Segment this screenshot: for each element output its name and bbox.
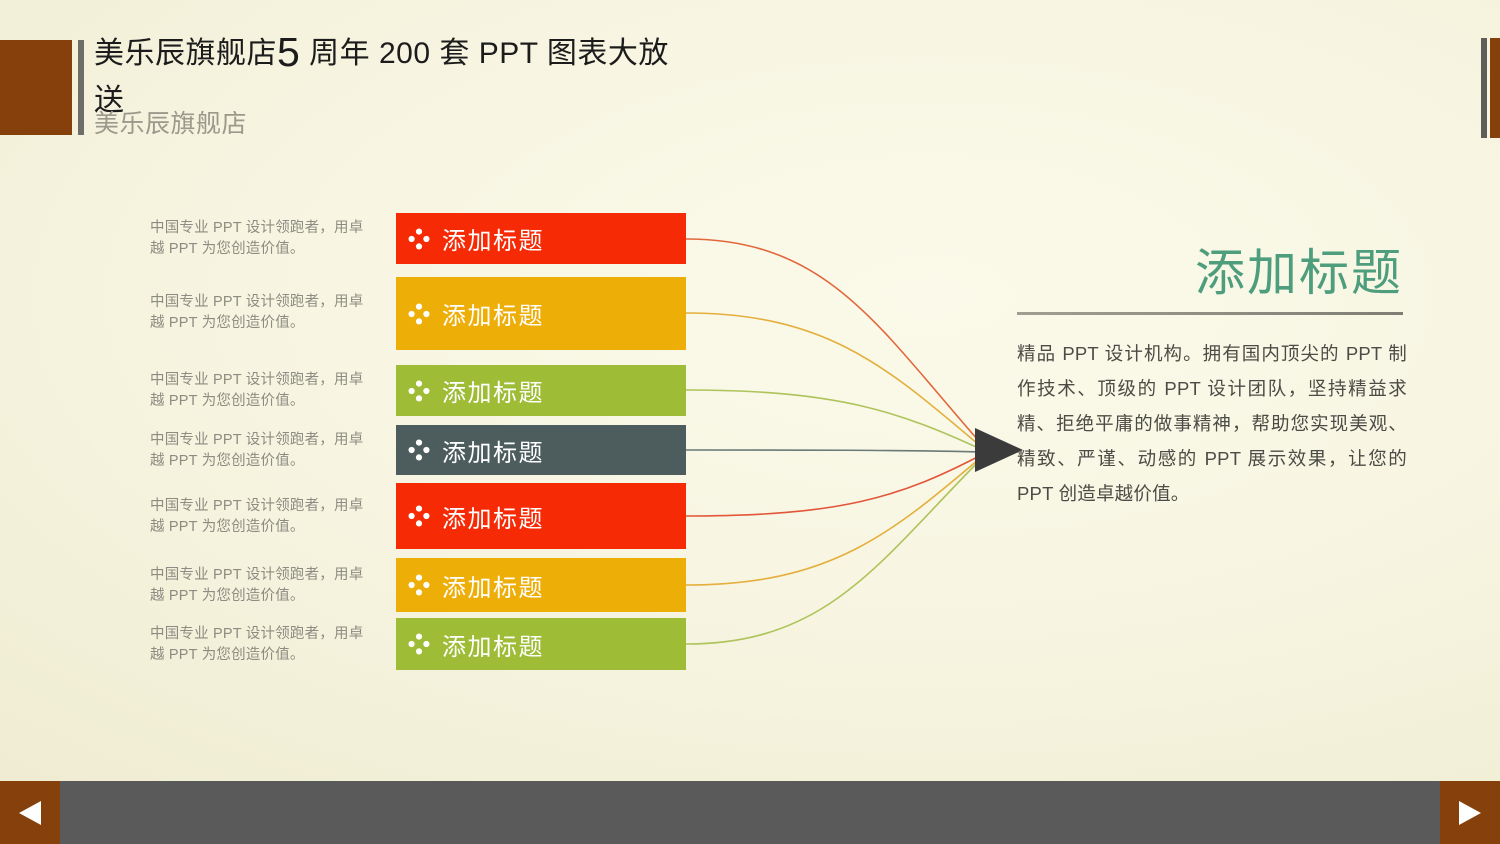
list-item[interactable]: 添加标题: [396, 365, 686, 416]
prev-slide-button[interactable]: [0, 781, 60, 844]
list-item[interactable]: 添加标题: [396, 277, 686, 350]
four-dot-diamond-icon: [396, 439, 442, 461]
header-accent-block: [0, 40, 72, 135]
title-prefix: 美乐辰旗舰店: [94, 37, 277, 70]
title-number: 5: [277, 29, 301, 75]
next-slide-button[interactable]: [1440, 781, 1500, 844]
four-dot-diamond-icon: [396, 228, 442, 250]
four-dot-diamond-icon: [396, 633, 442, 655]
triangle-right-icon: [1459, 800, 1481, 825]
four-dot-diamond-icon: [396, 505, 442, 527]
row-description: 中国专业 PPT 设计领跑者，用卓越 PPT 为您创造价值。: [150, 220, 364, 257]
row-description: 中国专业 PPT 设计领跑者，用卓越 PPT 为您创造价值。: [150, 626, 364, 663]
title-suffix: 周年 200 套 PPT 图表大放送: [94, 37, 669, 117]
four-dot-diamond-icon: [396, 303, 442, 325]
row-description: 中国专业 PPT 设计领跑者，用卓越 PPT 为您创造价值。: [150, 498, 364, 535]
right-edge-accent-block: [1490, 38, 1500, 138]
triangle-left-icon: [19, 800, 41, 825]
bottom-navbar: [0, 781, 1500, 844]
list-item-label: 添加标题: [442, 303, 544, 330]
page-title: 美乐辰旗舰店5 周年 200 套 PPT 图表大放送: [94, 30, 694, 124]
list-item-label: 添加标题: [442, 439, 544, 467]
header-vertical-rule: [78, 40, 84, 135]
list-item[interactable]: 添加标题: [396, 483, 686, 549]
row-description: 中国专业 PPT 设计领跑者，用卓越 PPT 为您创造价值。: [150, 567, 364, 604]
row-description: 中国专业 PPT 设计领跑者，用卓越 PPT 为您创造价值。: [150, 294, 364, 331]
header-text-group: 美乐辰旗舰店5 周年 200 套 PPT 图表大放送 美乐辰旗舰店: [94, 30, 1194, 139]
list-item[interactable]: 添加标题: [396, 213, 686, 264]
list-item[interactable]: 添加标题: [396, 425, 686, 475]
list-item-label: 添加标题: [442, 380, 544, 407]
list-item[interactable]: 添加标题: [396, 558, 686, 612]
row-description: 中国专业 PPT 设计领跑者，用卓越 PPT 为您创造价值。: [150, 372, 364, 409]
right-triangle-arrow-icon: [975, 428, 1023, 472]
four-dot-diamond-icon: [396, 380, 442, 402]
list-item-label: 添加标题: [442, 505, 544, 533]
panel-divider: [1017, 312, 1403, 315]
list-item-label: 添加标题: [442, 574, 544, 602]
list-item-label: 添加标题: [442, 633, 544, 661]
four-dot-diamond-icon: [396, 574, 442, 596]
panel-body-text: 精品 PPT 设计机构。拥有国内顶尖的 PPT 制作技术、顶级的 PPT 设计团…: [1017, 343, 1407, 504]
slide-canvas: 美乐辰旗舰店5 周年 200 套 PPT 图表大放送 美乐辰旗舰店 中国专业 P…: [0, 0, 1500, 781]
list-item[interactable]: 添加标题: [396, 618, 686, 670]
page-subtitle: 美乐辰旗舰店: [94, 110, 248, 138]
panel-title: 添加标题: [1195, 245, 1403, 301]
list-item-label: 添加标题: [442, 228, 544, 255]
right-edge-rule: [1481, 38, 1487, 138]
row-description: 中国专业 PPT 设计领跑者，用卓越 PPT 为您创造价值。: [150, 432, 364, 469]
